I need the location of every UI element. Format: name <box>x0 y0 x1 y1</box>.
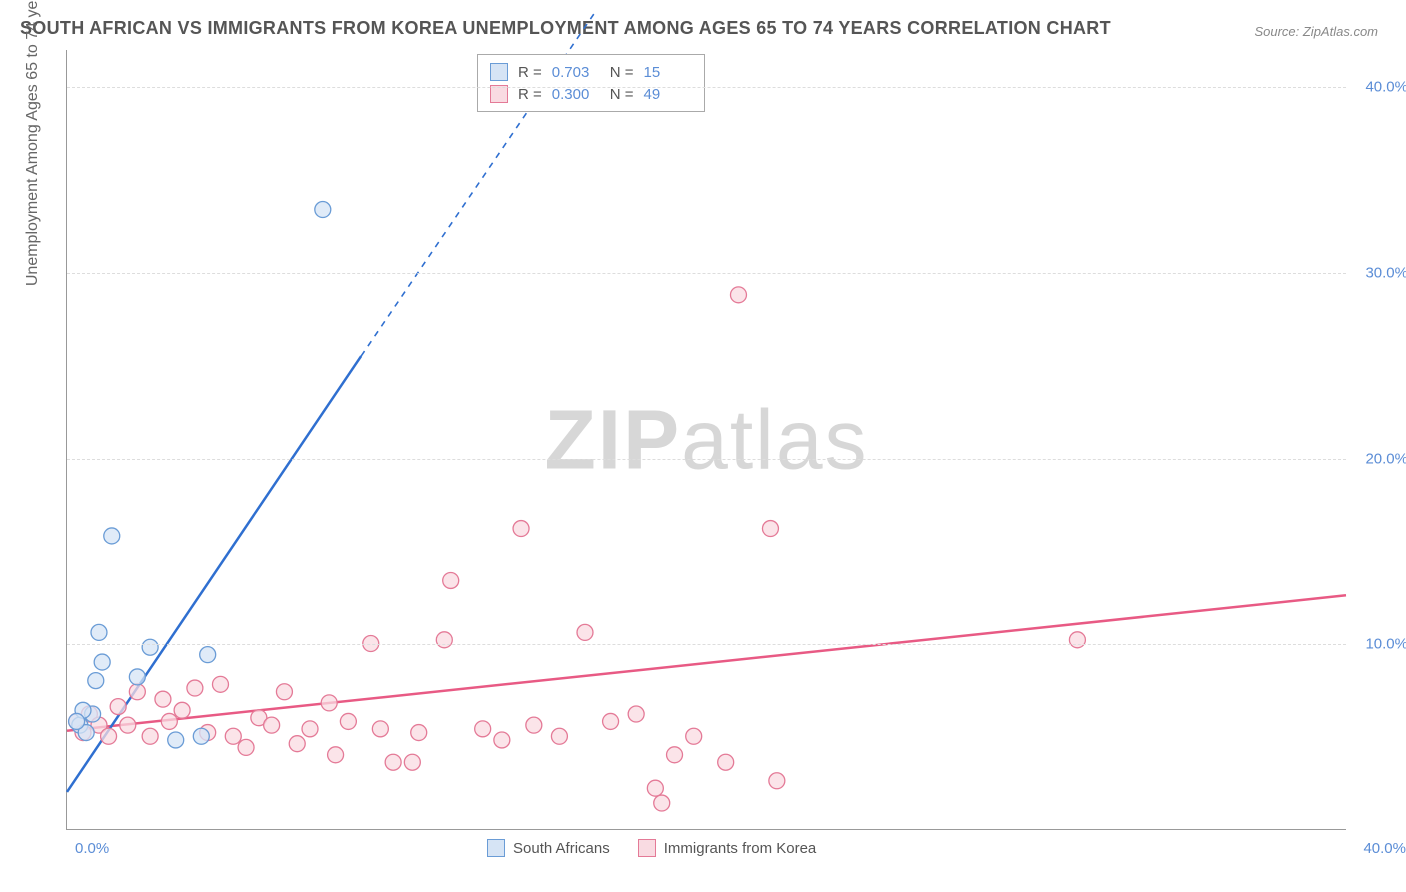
swatch-bottom-1 <box>487 839 505 857</box>
chart-title: SOUTH AFRICAN VS IMMIGRANTS FROM KOREA U… <box>20 18 1111 39</box>
swatch-series-1 <box>490 63 508 81</box>
legend-label-2: Immigrants from Korea <box>664 840 817 857</box>
plot-area: ZIPatlas R = 0.703 N = 15 R = 0.300 N = … <box>66 50 1346 830</box>
y-tick-label: 10.0% <box>1365 636 1406 653</box>
y-tick-label: 30.0% <box>1365 264 1406 281</box>
legend-item-2: Immigrants from Korea <box>638 839 817 857</box>
legend-item-1: South Africans <box>487 839 610 857</box>
y-tick-label: 20.0% <box>1365 450 1406 467</box>
legend-stats-box: R = 0.703 N = 15 R = 0.300 N = 49 <box>477 54 705 112</box>
r-value-1: 0.703 <box>552 64 600 81</box>
gridline <box>67 273 1346 274</box>
gridline <box>67 87 1346 88</box>
legend-stats-row-1: R = 0.703 N = 15 <box>490 61 692 83</box>
scatter-svg <box>67 50 1346 829</box>
n-value-1: 15 <box>644 64 692 81</box>
x-axis-min-label: 0.0% <box>75 840 109 857</box>
x-axis-max-label: 40.0% <box>1363 840 1406 857</box>
legend-series-box: South Africans Immigrants from Korea <box>487 839 816 857</box>
y-tick-label: 40.0% <box>1365 79 1406 96</box>
swatch-bottom-2 <box>638 839 656 857</box>
source-attribution: Source: ZipAtlas.com <box>1254 24 1378 39</box>
gridline <box>67 459 1346 460</box>
y-axis-title: Unemployment Among Ages 65 to 74 years <box>24 0 42 286</box>
gridline <box>67 644 1346 645</box>
n-label: N = <box>610 64 634 81</box>
r-label: R = <box>518 64 542 81</box>
legend-label-1: South Africans <box>513 840 610 857</box>
